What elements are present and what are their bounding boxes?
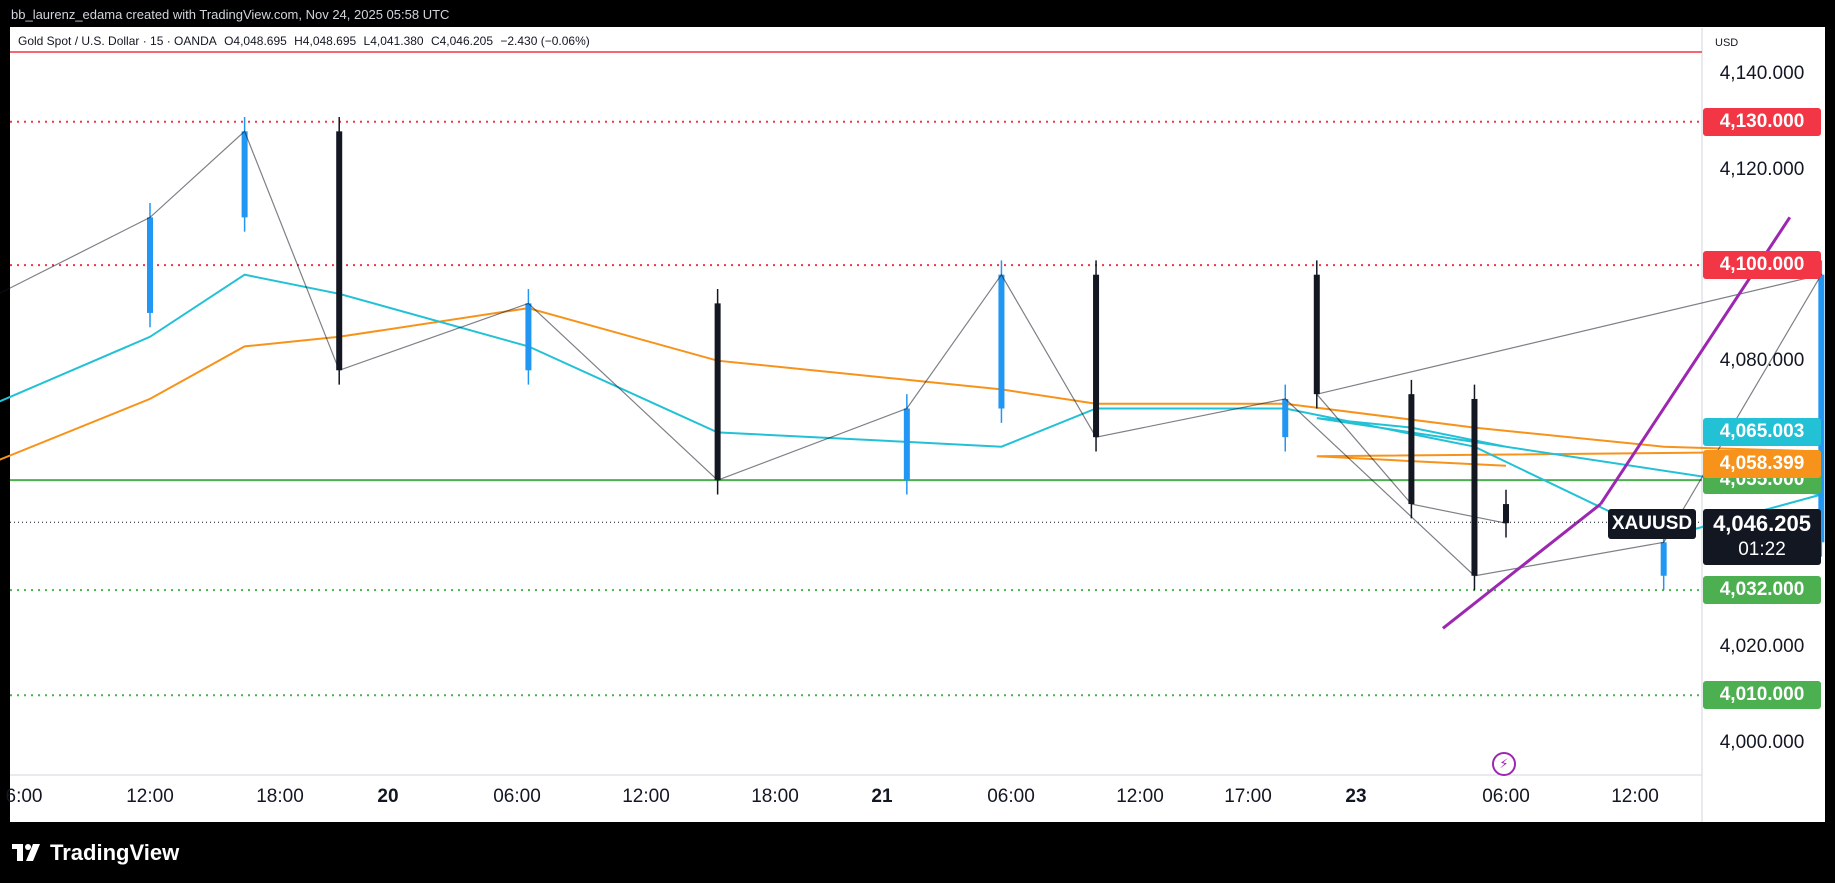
candle-body	[1818, 274, 1825, 543]
x-tick-label: 17:00	[1224, 786, 1272, 807]
level-tag: 4,130.000	[1703, 107, 1821, 136]
x-tick-label: 12:00	[622, 786, 670, 807]
chart-frame[interactable]	[10, 27, 1825, 822]
candle-body	[336, 131, 343, 371]
legend-change: −2.430 (−0.06%)	[500, 34, 590, 48]
legend-open: O4,048.695	[224, 34, 287, 48]
legend-high: H4,048.695	[294, 34, 357, 48]
candle-body	[241, 131, 248, 218]
x-tick-label: 12:00	[1611, 786, 1659, 807]
candle-body	[1408, 394, 1415, 505]
level-tag: 4,010.000	[1703, 681, 1821, 710]
current-price: 4,046.205	[1713, 511, 1811, 536]
current-price-tag: 4,046.205 01:22	[1703, 509, 1821, 565]
bar-countdown: 01:22	[1738, 539, 1786, 560]
candle-body	[1471, 398, 1478, 576]
top-bar: bb_laurenz_edama created with TradingVie…	[0, 0, 1835, 28]
x-tick-label: 18:00	[751, 786, 799, 807]
x-tick-label: 06:00	[493, 786, 541, 807]
level-tag: 4,100.000	[1703, 251, 1821, 280]
trendline-1	[1442, 502, 1602, 630]
legend-close: C4,046.205	[430, 34, 494, 48]
x-tick-label: 21	[871, 786, 893, 807]
brand-name: TradingView	[50, 840, 180, 865]
ma-slow-line	[0, 307, 1822, 467]
footer-bar	[0, 822, 1835, 883]
symbol-tag: XAUUSD	[1608, 509, 1696, 539]
candle-body	[1313, 274, 1320, 395]
indicator-tag: 4,065.003	[1703, 418, 1821, 447]
ma-fast-line	[0, 273, 1822, 539]
credit-text: bb_laurenz_edama created with TradingVie…	[11, 7, 450, 22]
candle-body	[1503, 504, 1509, 524]
y-tick-label: 4,080.000	[1719, 349, 1805, 371]
y-tick-label: 4,000.000	[1719, 732, 1805, 753]
x-tick-label: 12:00	[1116, 786, 1164, 807]
legend-low: L4,041.380	[363, 34, 424, 48]
y-tick-label: 4,140.000	[1719, 63, 1805, 84]
candle-body	[1660, 542, 1667, 576]
candle-body	[525, 303, 532, 371]
y-tick-label: 4,120.000	[1719, 158, 1805, 180]
x-tick-label: 12:00	[126, 786, 174, 807]
x-tick-label: 06:00	[987, 786, 1035, 807]
tradingview-logo[interactable]: TradingView	[12, 840, 179, 866]
y-tick-label: 4,020.000	[1719, 636, 1805, 658]
lightning-icon[interactable]: ⚡	[1492, 752, 1516, 776]
x-tick-label: 18:00	[256, 786, 304, 807]
level-tag: 4,032.000	[1703, 576, 1821, 605]
currency-label: USD	[1715, 37, 1739, 49]
ohlc-legend: Gold Spot / U.S. Dollar · 15 · OANDA O4,…	[18, 34, 594, 48]
price-line	[0, 130, 1823, 577]
legend-symbol: Gold Spot / U.S. Dollar · 15 · OANDA	[18, 34, 217, 48]
candle-body	[1093, 274, 1100, 438]
tv-logo-icon	[12, 844, 40, 861]
candle-body	[147, 217, 153, 313]
candle-body	[903, 408, 910, 481]
candle-body	[714, 303, 721, 481]
indicator-tag: 4,058.399	[1703, 449, 1821, 478]
candle-body	[998, 274, 1005, 409]
x-tick-label: 6:00	[5, 786, 43, 807]
x-tick-label: 20	[377, 786, 399, 807]
candle-body	[1282, 398, 1289, 438]
x-tick-label: 06:00	[1482, 786, 1530, 807]
x-tick-label: 23	[1345, 786, 1367, 807]
